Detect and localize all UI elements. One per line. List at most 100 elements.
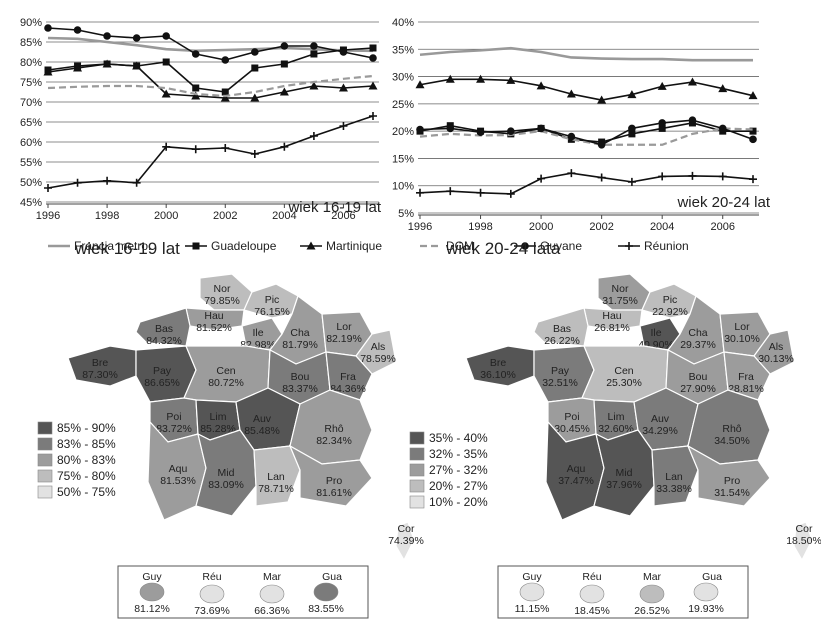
- chart-title: wiek 16-19 lat: [287, 199, 381, 216]
- region-label: Lan: [665, 471, 683, 483]
- region-label: Bou: [689, 371, 708, 383]
- region-value: 18.45%: [574, 605, 610, 617]
- region-label: Bas: [155, 323, 173, 335]
- y-tick-label: 25%: [392, 99, 414, 111]
- series-line: [419, 46, 753, 62]
- line-chart-16-19: 45% 50% 55% 60% 65% 70% 75% 80% 85% 90% 1996 1998 20…: [20, 17, 382, 222]
- y-tick-label: 40%: [392, 17, 414, 29]
- data-point: [161, 89, 171, 98]
- data-point: [339, 48, 348, 56]
- data-point: [250, 150, 259, 158]
- region-value: 82.19%: [326, 333, 362, 345]
- data-point: [597, 140, 606, 149]
- data-point: [446, 124, 455, 133]
- data-point: [280, 42, 289, 50]
- x-tick-label: 1998: [95, 210, 119, 222]
- legend-marker: [192, 242, 200, 250]
- legend-swatch: [409, 479, 425, 493]
- data-point: [132, 61, 142, 70]
- region-value: 22.92%: [652, 306, 688, 318]
- data-point: [688, 116, 697, 125]
- region-mar: [639, 584, 665, 604]
- region-label: Gua: [322, 571, 342, 583]
- region-label: Réu: [582, 571, 601, 583]
- x-tick-label: 2004: [650, 221, 674, 233]
- data-point: [476, 128, 485, 137]
- legend-label: 10% - 20%: [429, 495, 488, 509]
- data-point: [43, 67, 53, 76]
- data-point: [597, 95, 607, 104]
- region-label: Pic: [663, 294, 678, 306]
- x-tick-label: 2004: [272, 210, 296, 222]
- region-value: 30.45%: [554, 423, 590, 435]
- region-value: 82.34%: [316, 435, 352, 447]
- map-title: wiek 16-19 lat: [74, 239, 180, 258]
- y-tick-label: 15%: [392, 153, 414, 165]
- region-value: 19.93%: [688, 603, 724, 615]
- region-value: 81.61%: [316, 487, 352, 499]
- region-value: 83.72%: [156, 423, 192, 435]
- legend-label: 35% - 40%: [429, 431, 488, 445]
- region-label: Bre: [92, 357, 109, 369]
- data-point: [506, 75, 516, 84]
- data-point: [718, 172, 727, 181]
- region-label: Cen: [614, 365, 633, 377]
- region-value: 80.72%: [208, 377, 244, 389]
- y-tick-label: 10%: [392, 181, 414, 193]
- series-line: [47, 115, 374, 189]
- region-label: Aqu: [567, 463, 586, 475]
- data-point: [162, 142, 171, 151]
- region-als: [753, 329, 795, 375]
- region-label: Cor: [796, 523, 813, 535]
- region-label: Auv: [651, 413, 670, 425]
- region-label: Nor: [214, 283, 231, 295]
- region-value: 85.28%: [200, 423, 236, 435]
- data-point: [191, 91, 201, 100]
- data-point: [657, 81, 667, 90]
- x-tick-label: 1996: [408, 221, 432, 233]
- region-value: 26.81%: [594, 322, 630, 334]
- y-tick-label: 60%: [20, 137, 42, 149]
- data-point: [280, 60, 288, 68]
- legend-swatch: [409, 447, 425, 461]
- region-value: 87.30%: [82, 369, 118, 381]
- region-fra: [723, 351, 771, 401]
- region-value: 31.75%: [602, 295, 638, 307]
- data-point: [310, 50, 318, 58]
- region-value: 66.36%: [254, 605, 290, 617]
- data-point: [658, 172, 667, 181]
- legend-label: 50% - 75%: [57, 485, 116, 499]
- data-point: [73, 26, 82, 34]
- region-label: Guy: [522, 571, 542, 583]
- data-point: [476, 74, 486, 83]
- x-tick-label: 2000: [529, 221, 553, 233]
- data-point: [567, 169, 576, 178]
- region-label: Auv: [253, 413, 272, 425]
- region-value: 32.51%: [542, 377, 578, 389]
- region-label: Gua: [702, 571, 722, 583]
- region-label: Poi: [564, 411, 579, 423]
- region-label: Ile: [650, 327, 661, 339]
- data-point: [162, 58, 170, 66]
- region-label: Rhô: [722, 423, 741, 435]
- region-label: Pro: [724, 475, 741, 487]
- data-point: [221, 144, 230, 152]
- legend-label: 27% - 32%: [429, 463, 488, 477]
- data-point: [191, 50, 200, 58]
- legend-swatch: [409, 463, 425, 477]
- y-tick-label: 80%: [20, 57, 42, 69]
- series-legend: Francja metro. Guadeloupe Martinique DOM Guy…: [48, 239, 689, 253]
- data-point: [309, 132, 318, 140]
- y-tick-label: 45%: [20, 197, 42, 209]
- region-label: Lor: [336, 321, 352, 333]
- data-point: [221, 56, 230, 64]
- data-point: [687, 77, 697, 86]
- data-point: [220, 93, 230, 102]
- legend-label: 85% - 90%: [57, 421, 116, 435]
- x-tick-label: 1998: [468, 221, 492, 233]
- region-cor: [793, 521, 813, 562]
- legend-marker: [625, 242, 633, 250]
- y-tick-label: 55%: [20, 157, 42, 169]
- region-value: 79.85%: [204, 295, 240, 307]
